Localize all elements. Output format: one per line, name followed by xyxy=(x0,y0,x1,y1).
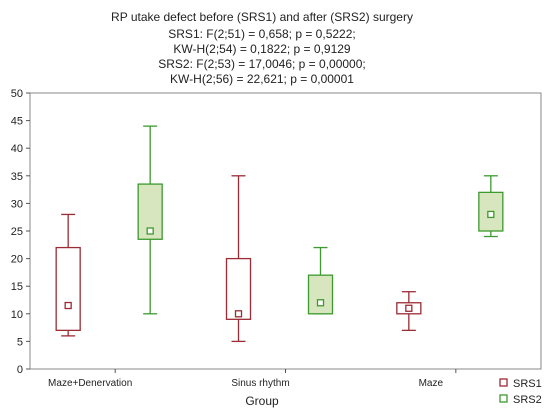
legend-label-SRS1: SRS1 xyxy=(513,378,542,390)
chart-subtitle-line: SRS1: F(2;51) = 0,658; p = 0,5222; xyxy=(168,27,355,41)
chart-title: RP utake defect before (SRS1) and after … xyxy=(111,10,413,24)
y-tick-label: 25 xyxy=(11,226,23,238)
median-marker xyxy=(405,304,413,312)
y-tick-label: 35 xyxy=(11,171,23,183)
iqr-box xyxy=(137,183,163,240)
y-tick-label: 15 xyxy=(11,281,23,293)
box-SRS1-1 xyxy=(225,175,252,343)
y-tick-label: 40 xyxy=(11,143,23,155)
box-SRS2-1 xyxy=(307,246,334,315)
chart-subtitle-line: KW-H(2;54) = 0,1822; p = 0,9129 xyxy=(173,42,351,56)
x-tick-label: Maze+Denervation xyxy=(48,378,132,389)
chart-subtitle-line: SRS2: F(2;53) = 17,0046; p = 0,00000; xyxy=(158,57,365,71)
y-tick-label: 10 xyxy=(11,309,23,321)
median-marker xyxy=(487,210,495,219)
plot-frame xyxy=(29,92,542,370)
median-marker xyxy=(316,299,325,307)
iqr-box xyxy=(307,274,334,315)
y-tick-label: 30 xyxy=(11,198,23,210)
x-tick-label: Sinus rhythm xyxy=(231,378,289,389)
iqr-box xyxy=(478,191,504,232)
box-SRS1-2 xyxy=(396,291,422,332)
iqr-box xyxy=(55,246,81,332)
y-tick-label: 20 xyxy=(11,254,23,266)
median-marker xyxy=(146,227,154,235)
median-marker xyxy=(234,310,243,318)
legend-marker-SRS1 xyxy=(499,378,508,387)
legend-marker-SRS2 xyxy=(499,394,508,403)
box-SRS1-0 xyxy=(55,213,81,337)
iqr-box xyxy=(225,257,252,320)
box-SRS2-0 xyxy=(137,125,163,315)
y-tick-label: 50 xyxy=(11,88,23,100)
y-tick-label: 0 xyxy=(17,364,23,376)
x-tick-label: Maze xyxy=(419,378,444,389)
y-tick-label: 5 xyxy=(17,336,23,348)
chart-subtitle-line: KW-H(2;56) = 22,621; p = 0,00001 xyxy=(170,72,354,86)
median-marker xyxy=(64,301,72,310)
box-SRS2-2 xyxy=(478,175,504,238)
x-axis-label: Group xyxy=(245,394,279,408)
legend-label-SRS2: SRS2 xyxy=(513,394,542,406)
y-tick-label: 45 xyxy=(11,116,23,128)
